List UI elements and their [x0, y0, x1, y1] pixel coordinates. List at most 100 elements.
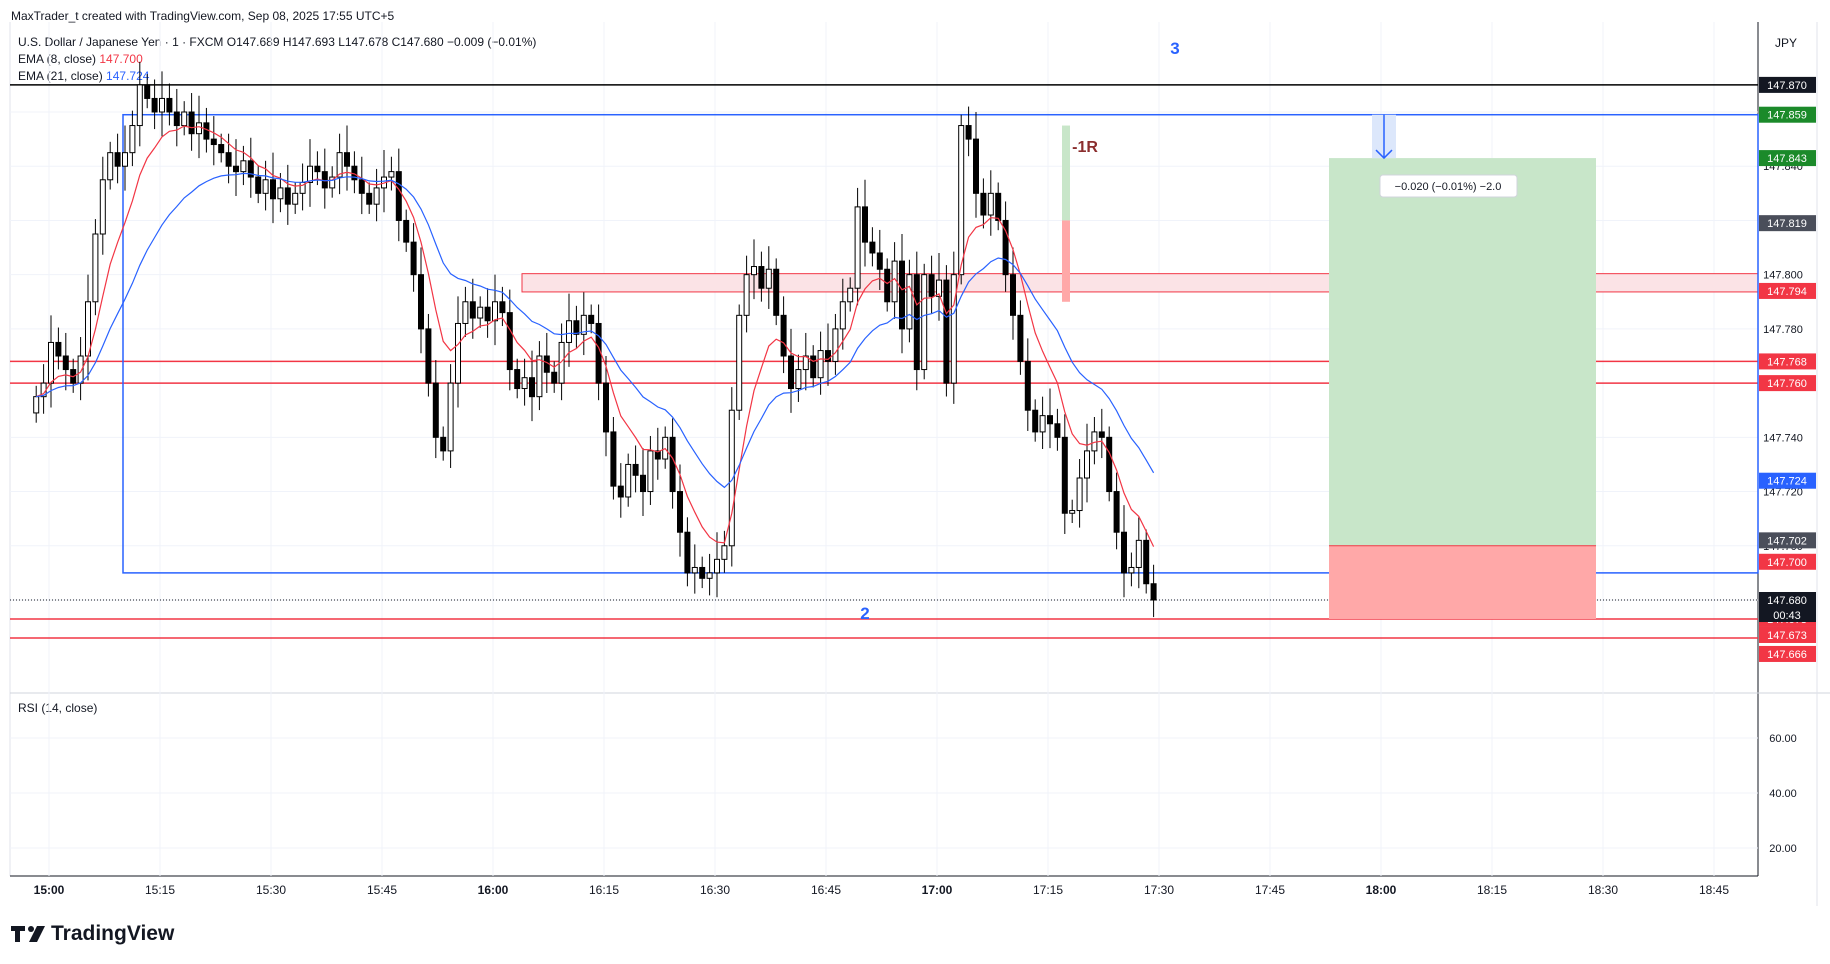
candle-up: [736, 314, 743, 411]
currency-label[interactable]: JPY: [1774, 36, 1797, 50]
x-tick-label: 17:00: [922, 883, 953, 897]
x-tick-label: 16:45: [811, 883, 841, 897]
candle-up: [765, 268, 772, 289]
candle-down: [1143, 539, 1150, 585]
candle-down: [810, 355, 817, 379]
x-tick-label: 17:45: [1255, 883, 1285, 897]
candle-down: [255, 176, 262, 194]
candle-up: [625, 463, 632, 498]
ema8-line: [35, 125, 1155, 547]
price-label-bg: [1759, 472, 1816, 489]
candles: [33, 61, 1157, 618]
countdown-label: 00:43: [1773, 610, 1801, 622]
y-tick-label: 147.740: [1763, 432, 1803, 444]
ema21-label: EMA (21, close): [18, 69, 103, 83]
candle-down: [884, 268, 891, 303]
tradingview-logo[interactable]: TradingView: [11, 922, 174, 946]
x-tick-label: 15:30: [256, 883, 286, 897]
candle-down: [913, 274, 920, 371]
mini-stop-zone: [1062, 220, 1070, 302]
candle-down: [1047, 415, 1053, 425]
candle-down: [314, 165, 321, 173]
price-label-bg: [1759, 626, 1816, 643]
candle-down: [825, 350, 831, 362]
candle-up: [832, 328, 839, 362]
x-tick-label: 18:15: [1477, 883, 1507, 897]
candle-down: [188, 111, 195, 135]
x-tick-label: 18:00: [1366, 883, 1397, 897]
price-label-bg: [1759, 645, 1816, 662]
ema21-value: 147.724: [106, 69, 150, 83]
candle-down: [684, 531, 691, 574]
rsi-tick-label: 40.00: [1769, 788, 1797, 800]
candle-down: [484, 306, 491, 322]
candle-up: [240, 160, 247, 173]
candle-up: [336, 152, 343, 178]
price-label-bg: [1759, 150, 1816, 167]
ema8-row[interactable]: EMA (8, close) 147.700: [18, 51, 536, 68]
candle-up: [714, 558, 720, 574]
candle-up: [743, 274, 750, 316]
candle-up: [936, 279, 942, 297]
range-box: [122, 113, 1759, 574]
candle-up: [1128, 566, 1135, 574]
symbol-name[interactable]: U.S. Dollar / Japanese Yen · 1 · FXCM: [18, 35, 224, 49]
candle-down: [965, 125, 972, 140]
price-label: 147.859: [1767, 110, 1807, 122]
candle-up: [1135, 539, 1142, 568]
candle-down: [677, 491, 683, 533]
candle-up: [181, 111, 188, 127]
candle-down: [321, 171, 328, 189]
ema21-row[interactable]: EMA (21, close) 147.724: [18, 68, 536, 85]
brand-name: TradingView: [51, 922, 175, 945]
price-label: 147.680: [1767, 595, 1807, 607]
price-label-bg: [1759, 282, 1816, 299]
candle-down: [995, 192, 1002, 221]
candle-down: [366, 192, 373, 205]
candle-up: [566, 320, 572, 343]
candle-up: [307, 165, 313, 183]
ema8-label: EMA (8, close): [18, 52, 97, 66]
candle-up: [647, 450, 654, 493]
candle-up: [447, 382, 454, 452]
candle-up: [921, 274, 928, 371]
candle-down: [210, 138, 217, 146]
candle-down: [469, 301, 476, 319]
x-tick-label: 18:30: [1588, 883, 1618, 897]
candle-down: [166, 97, 173, 113]
annotations: 2 3 -1R −0.020 (−0.01%) −2.0: [860, 39, 1518, 623]
price-label-bg: [1759, 553, 1816, 570]
candle-down: [869, 241, 876, 254]
candle-down: [514, 369, 521, 390]
candle-down: [344, 152, 350, 167]
measure-tooltip-label: −0.020 (−0.01%) −2.0: [1395, 181, 1502, 193]
candle-up: [92, 233, 99, 303]
mini-target-zone: [1062, 125, 1070, 221]
x-tick-label: 16:30: [700, 883, 730, 897]
x-tick-label: 17:30: [1144, 883, 1174, 897]
countdown-bg: [1759, 608, 1816, 622]
candle-down: [1002, 219, 1009, 276]
candle-down: [876, 252, 883, 270]
candle-down: [529, 377, 535, 398]
candle-down: [1061, 436, 1068, 514]
candle-down: [173, 111, 180, 127]
y-tick-label: 147.800: [1763, 270, 1803, 282]
candle-up: [958, 125, 965, 276]
candle-up: [292, 192, 299, 205]
price-label: 147.760: [1767, 378, 1807, 390]
candle-up: [277, 187, 284, 200]
candle-up: [728, 409, 735, 547]
candle-up: [906, 274, 913, 330]
candle-down: [773, 268, 780, 316]
candle-up: [159, 97, 165, 113]
candle-down: [499, 301, 506, 314]
candle-up: [795, 369, 802, 390]
candle-down: [270, 179, 276, 200]
candle-up: [262, 179, 269, 194]
price-label-bg: [1759, 592, 1816, 608]
candle-down: [669, 436, 676, 493]
candle-down: [943, 279, 950, 384]
candle-up: [329, 176, 336, 189]
